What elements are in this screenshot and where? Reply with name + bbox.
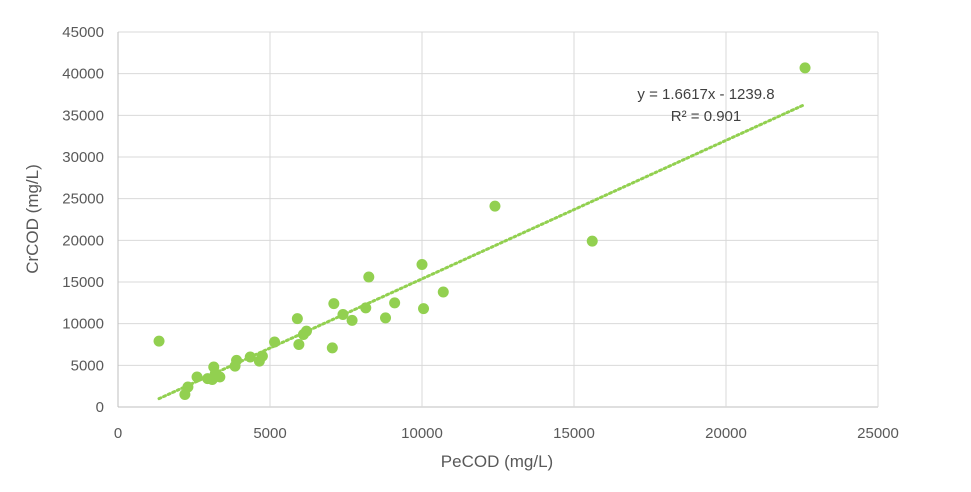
data-point	[244, 351, 256, 363]
data-point	[380, 312, 392, 324]
data-point	[269, 336, 281, 348]
data-point	[326, 342, 338, 354]
data-point	[328, 298, 340, 310]
x-tick-label: 5000	[253, 425, 286, 442]
x-tick-label: 25000	[857, 425, 899, 442]
data-point	[360, 302, 372, 314]
tick-labels: 0 5000 10000 15000 20000 25000 30000 35000 40000…	[62, 24, 899, 442]
y-tick-label: 40000	[62, 66, 104, 83]
trendline	[157, 102, 807, 401]
y-tick-label: 35000	[62, 107, 104, 124]
data-point	[586, 235, 598, 247]
x-tick-label: 0	[114, 425, 122, 442]
data-point	[300, 325, 312, 337]
data-point	[191, 371, 203, 383]
y-axis-title: CrCOD (mg/L)	[23, 164, 42, 274]
y-tick-label: 5000	[71, 357, 104, 374]
data-point	[346, 314, 358, 326]
data-point	[363, 271, 375, 283]
x-tick-label: 20000	[705, 425, 747, 442]
data-point	[489, 200, 501, 212]
y-tick-label: 25000	[62, 191, 104, 208]
grid-lines	[117, 31, 879, 408]
data-point	[416, 259, 428, 270]
y-tick-label: 30000	[62, 149, 104, 166]
data-point	[437, 286, 449, 298]
data-point	[256, 350, 268, 362]
data-point	[291, 313, 303, 325]
trendline-layer	[157, 102, 807, 401]
y-tick-label: 45000	[62, 24, 104, 41]
data-points	[153, 62, 811, 400]
data-point	[418, 303, 430, 315]
y-tick-label: 0	[96, 399, 104, 416]
x-axis-title: PeCOD (mg/L)	[441, 452, 553, 471]
data-point	[231, 354, 243, 366]
x-tick-label: 10000	[401, 425, 443, 442]
x-tick-label: 15000	[553, 425, 595, 442]
data-point	[337, 309, 349, 320]
data-point	[153, 335, 165, 347]
data-point	[799, 62, 811, 74]
y-tick-label: 10000	[62, 316, 104, 333]
data-point	[182, 381, 194, 393]
trendline-equation: y = 1.6617x - 1239.8	[637, 86, 774, 103]
y-tick-label: 20000	[62, 232, 104, 249]
trendline-r-squared: R² = 0.901	[671, 108, 741, 125]
data-point	[389, 297, 401, 309]
y-tick-label: 15000	[62, 274, 104, 291]
data-point	[293, 339, 305, 350]
data-point	[214, 371, 226, 383]
